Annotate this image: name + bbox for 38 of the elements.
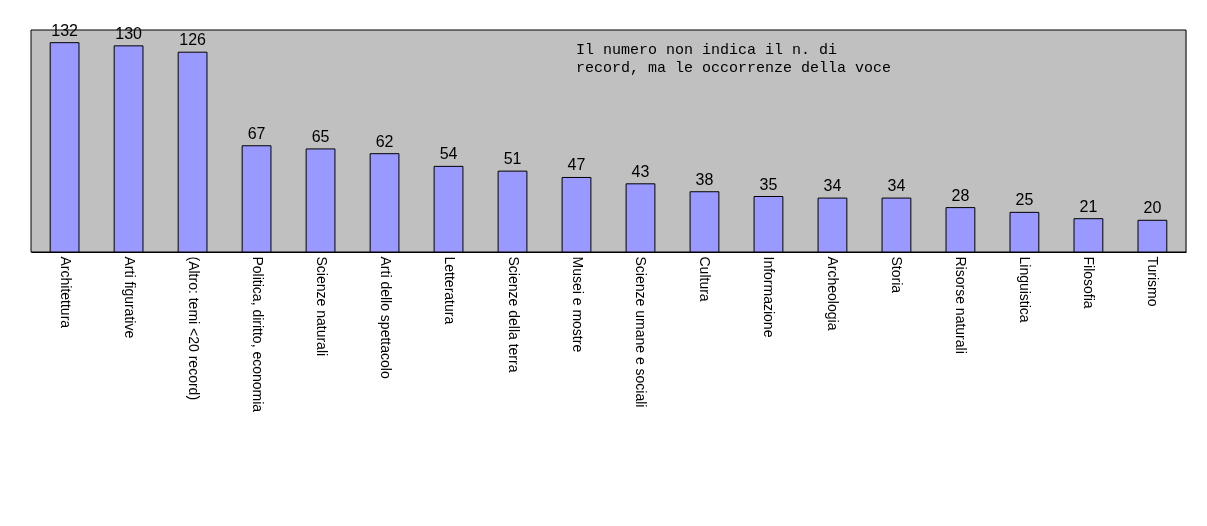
data-label: 34 xyxy=(823,177,842,195)
x-tick-label: Letteratura xyxy=(441,256,458,325)
data-label: 28 xyxy=(951,186,970,204)
data-label: 21 xyxy=(1079,197,1098,215)
x-tick-label: Scienze naturali xyxy=(313,256,330,357)
data-label: 132 xyxy=(51,21,79,39)
data-label: 34 xyxy=(887,177,906,195)
x-tick-label: Turismo xyxy=(1145,256,1162,307)
data-label: 38 xyxy=(695,170,714,188)
data-label: 126 xyxy=(179,31,207,49)
x-tick-label: Informazione xyxy=(761,256,778,338)
data-label: 25 xyxy=(1015,191,1034,209)
data-label: 130 xyxy=(115,24,143,42)
x-tick-label: Arti dello spettacolo xyxy=(377,256,394,379)
x-tick-label: Filosofia xyxy=(1081,256,1098,309)
x-tick-label: Scienze umane e sociali xyxy=(633,256,650,408)
x-tick-label: Linguistica xyxy=(1017,256,1034,323)
annotation: Il numero non indica il n. di xyxy=(576,42,838,59)
x-tick-label: Archeologia xyxy=(825,256,842,331)
x-tick-label: Cultura xyxy=(697,256,714,302)
x-tick-label: Risorse naturali xyxy=(953,256,970,354)
data-label: 43 xyxy=(631,162,650,180)
data-label: 51 xyxy=(503,150,522,168)
x-tick-label: Politica, diritto, economia xyxy=(249,256,266,413)
x-tick-label: Scienze della terra xyxy=(505,256,522,373)
data-label: 54 xyxy=(439,145,458,163)
x-tick-label: Arti figurative xyxy=(121,256,138,339)
data-label: 35 xyxy=(759,175,778,193)
data-label: 65 xyxy=(311,127,330,145)
data-label: 62 xyxy=(375,132,394,150)
data-label: 67 xyxy=(247,124,266,142)
x-tick-label: Musei e mostre xyxy=(569,256,586,353)
data-label: 47 xyxy=(567,156,586,174)
x-tick-label: Storia xyxy=(889,256,906,294)
annotation: record, ma le occorrenze della voce xyxy=(576,60,892,77)
data-label: 20 xyxy=(1143,199,1162,217)
x-tick-label: Architettura xyxy=(57,256,74,329)
x-tick-label: (Altro: temi <20 record) xyxy=(185,256,202,401)
